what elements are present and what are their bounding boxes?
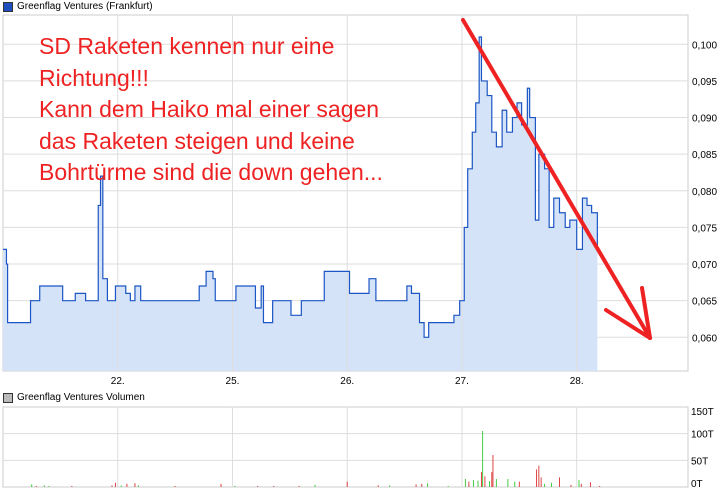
volume-tick-label: 150T (691, 407, 714, 418)
volume-tick-label: 0T (691, 479, 703, 490)
volume-legend: Greenflag Ventures Volumen (3, 392, 145, 403)
y-tick-label: 0,090 (692, 114, 717, 125)
legend-swatch (3, 392, 13, 403)
x-tick-label: 26. (340, 376, 354, 387)
annotation-text: SD Raketen kennen nur eine Richtung!!! Kan… (39, 31, 383, 189)
volume-legend-label: Greenflag Ventures Volumen (17, 392, 145, 403)
x-tick-label: 22. (111, 376, 125, 387)
legend-swatch (3, 1, 13, 12)
y-tick-label: 0,100 (692, 40, 717, 51)
annotation-line: Kann dem Haiko mal einer sagen (39, 96, 380, 122)
y-tick-label: 0,095 (692, 77, 717, 88)
annotation-line: das Raketen steigen und keine (39, 127, 355, 154)
annotation-line: SD Raketen kennen nur eine (39, 33, 335, 59)
annotation-line: Bohrtürme sind die down gehen... (39, 159, 383, 185)
x-tick-label: 28. (570, 376, 584, 387)
y-tick-label: 0,065 (692, 297, 717, 308)
y-tick-label: 0,085 (692, 150, 717, 161)
price-legend-label: Greenflag Ventures (Frankfurt) (17, 1, 153, 12)
y-tick-label: 0,075 (692, 223, 717, 234)
y-tick-label: 0,070 (692, 260, 717, 271)
volume-tick-label: 100T (691, 430, 714, 441)
y-tick-label: 0,060 (692, 333, 717, 344)
x-tick-label: 25. (226, 376, 240, 387)
y-tick-label: 0,080 (692, 187, 717, 198)
volume-tick-label: 50T (691, 456, 708, 467)
x-tick-label: 27. (455, 376, 469, 387)
price-legend: Greenflag Ventures (Frankfurt) (3, 1, 153, 12)
annotation-line: Richtung!!! (39, 64, 149, 91)
volume-plot-area (2, 406, 689, 488)
